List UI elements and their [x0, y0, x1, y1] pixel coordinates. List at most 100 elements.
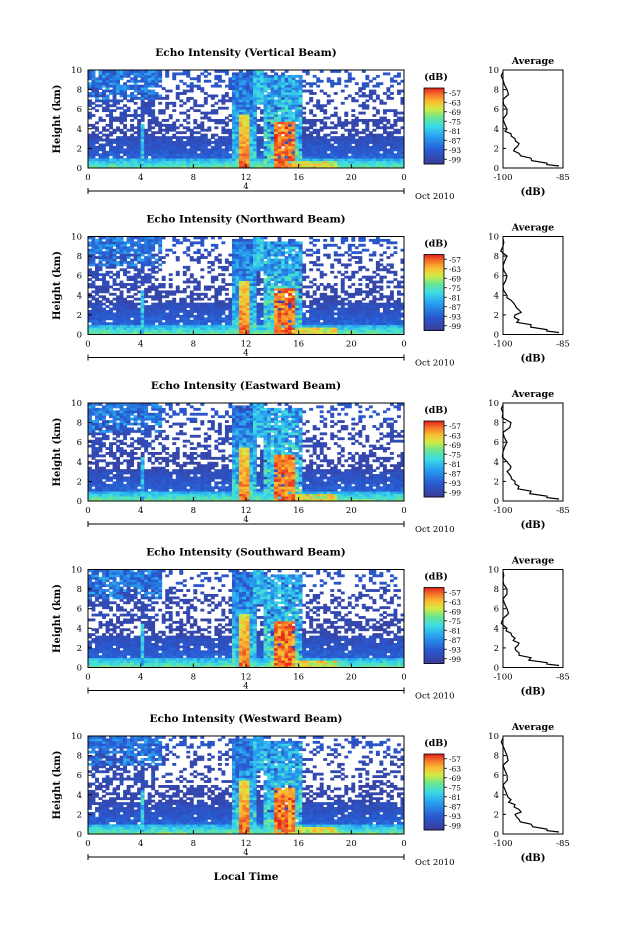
heatmap-cell: [288, 246, 293, 250]
heatmap-cell: [105, 106, 110, 110]
heatmap-cell: [105, 251, 110, 255]
heatmap-cell: [119, 314, 124, 318]
heatmap-cell: [231, 332, 236, 335]
heatmap-cell: [123, 138, 128, 142]
heatmap-cell: [288, 119, 293, 122]
heatmap-cell: [189, 131, 194, 135]
heatmap-cell: [379, 287, 384, 291]
heatmap-cell: [344, 155, 349, 159]
heatmap-cell: [179, 131, 184, 135]
heatmap-cell: [119, 141, 124, 144]
heatmap-cell: [95, 150, 99, 154]
heatmap-cell: [386, 119, 391, 122]
heatmap-cell: [140, 312, 145, 316]
heatmap-cell: [200, 165, 205, 169]
heatmap-cell: [210, 94, 215, 98]
heatmap-cell: [112, 263, 117, 267]
heatmap-cell: [105, 84, 110, 88]
heatmap-cell: [246, 258, 250, 262]
heatmap-cell: [91, 263, 96, 267]
heatmap-cell: [210, 310, 215, 313]
heatmap-cell: [333, 305, 338, 308]
heatmap-cell: [140, 114, 145, 117]
heatmap-cell: [109, 251, 113, 255]
heatmap-cell: [109, 163, 113, 166]
heatmap-cell: [260, 101, 264, 105]
heatmap-cell: [109, 72, 113, 76]
heatmap-cell: [242, 106, 247, 110]
heatmap-cell: [274, 126, 278, 130]
heatmap-cell: [210, 153, 215, 157]
heatmap-cell: [347, 148, 352, 152]
heatmap-cell: [288, 87, 293, 90]
heatmap-cell: [256, 302, 261, 306]
heatmap-cell: [260, 136, 264, 139]
heatmap-cell: [144, 292, 149, 296]
heatmap-cell: [151, 143, 156, 147]
heatmap-cell: [158, 160, 163, 164]
heatmap-cell: [123, 317, 128, 321]
heatmap-cell: [133, 138, 138, 142]
heatmap-cell: [302, 322, 307, 326]
heatmap-cell: [224, 258, 229, 262]
heatmap-cell: [277, 280, 282, 284]
heatmap-cell: [123, 246, 128, 250]
heatmap-cell: [253, 158, 257, 162]
heatmap-cell: [200, 253, 205, 257]
heatmap-cell: [210, 327, 215, 330]
heatmap-cell: [372, 119, 377, 122]
heatmap-cell: [151, 70, 156, 73]
heatmap-cell: [126, 236, 131, 240]
heatmap-cell: [291, 165, 296, 169]
heatmap-cell: [330, 300, 335, 304]
heatmap-cell: [291, 148, 296, 152]
heatmap-cell: [151, 297, 156, 301]
heatmap-cell: [281, 275, 286, 279]
heatmap-cell: [231, 87, 236, 90]
heatmap-cell: [231, 165, 236, 169]
heatmap-cell: [358, 258, 363, 262]
heatmap-cell: [298, 324, 303, 328]
heatmap-cell: [116, 79, 120, 83]
heatmap-cell: [298, 141, 303, 144]
heatmap-cell: [144, 287, 149, 291]
heatmap-cell: [253, 270, 257, 274]
heatmap-cell: [309, 300, 314, 304]
heatmap-cell: [196, 292, 201, 296]
heatmap-cell: [253, 278, 257, 281]
heatmap-cell: [140, 133, 145, 137]
heatmap-cell: [203, 101, 208, 105]
heatmap-cell: [231, 119, 236, 122]
heatmap-cell: [95, 265, 99, 269]
heatmap-cell: [242, 150, 247, 154]
heatmap-cell: [144, 165, 149, 169]
heatmap-cell: [151, 160, 156, 164]
heatmap-cell: [305, 285, 310, 289]
heatmap-cell: [274, 258, 278, 262]
heatmap-cell: [246, 160, 250, 164]
heatmap-cell: [295, 109, 300, 113]
heatmap-cell: [91, 270, 96, 274]
heatmap-cell: [274, 119, 278, 122]
heatmap-cell: [102, 96, 106, 100]
heatmap-cell: [119, 256, 124, 259]
x-tick-label: 20: [346, 173, 357, 183]
heatmap-cell: [249, 327, 254, 330]
heatmap-cell: [354, 307, 359, 311]
heatmap-cell: [326, 283, 331, 286]
heatmap-cell: [298, 163, 303, 166]
heatmap-cell: [133, 265, 138, 269]
heatmap-cell: [298, 246, 303, 250]
heatmap-cell: [242, 270, 247, 274]
heatmap-cell: [295, 106, 300, 110]
heatmap-cell: [270, 287, 275, 291]
heatmap-cell: [358, 307, 363, 311]
heatmap-cell: [112, 119, 117, 122]
heatmap-cell: [165, 96, 170, 100]
heatmap-cell: [347, 327, 352, 330]
heatmap-cell: [102, 128, 106, 132]
heatmap-cell: [102, 302, 106, 306]
heatmap-cell: [172, 126, 177, 130]
heatmap-cell: [267, 285, 271, 289]
heatmap-cell: [354, 116, 359, 120]
